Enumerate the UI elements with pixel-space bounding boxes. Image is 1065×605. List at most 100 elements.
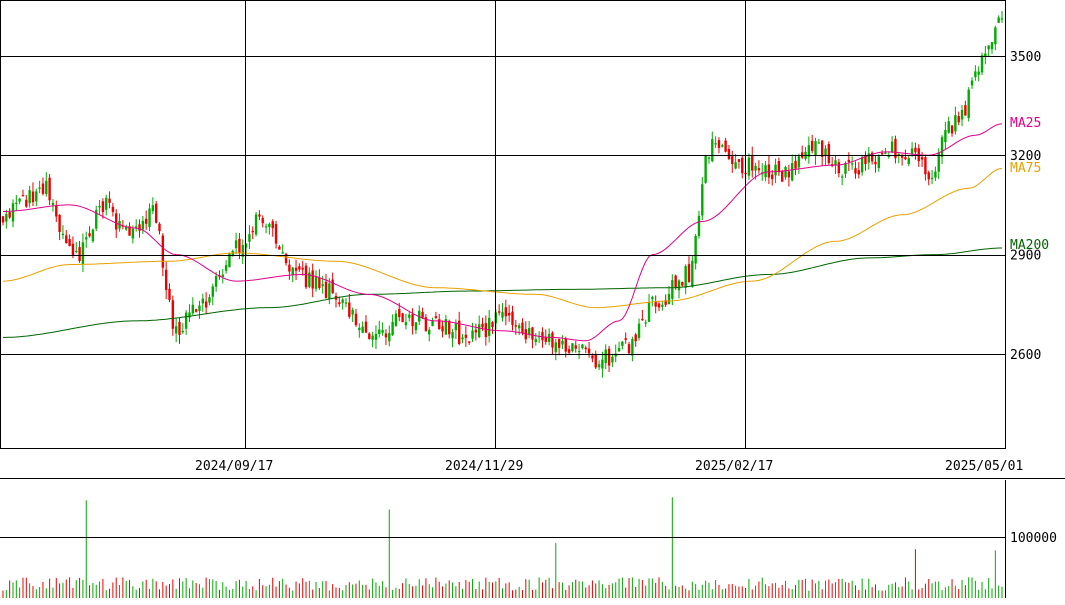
candle-body [954, 115, 957, 132]
candle-body [894, 138, 897, 159]
candle-body [128, 226, 131, 236]
candle-body [221, 274, 224, 277]
candle-body [631, 338, 634, 356]
candle-body [617, 348, 621, 352]
axis-labels: 3500 3200 2900 2600 2024/09/17 2024/11/29 2025… [195, 50, 1057, 546]
ma200-line [3, 247, 1002, 338]
candle-body [840, 176, 844, 178]
candle-body [884, 152, 887, 154]
candle-body [65, 235, 68, 244]
candle-body [388, 333, 391, 342]
candle-body [311, 270, 314, 289]
candle-body [767, 164, 771, 178]
candle-body [234, 240, 238, 249]
candle-body [621, 341, 624, 346]
candle-body [444, 319, 448, 335]
candle-body [897, 153, 900, 156]
candle-body [581, 344, 584, 349]
candle-body [870, 152, 874, 162]
legend-ma75: MA75 [1010, 161, 1041, 176]
candle-body [1, 216, 5, 223]
candle-body [950, 125, 954, 134]
ma75-line [2, 168, 1003, 309]
candle-body [344, 302, 348, 304]
candle-body [904, 157, 907, 160]
candle-body [541, 332, 544, 341]
candle-body [597, 364, 601, 368]
candle-body [741, 157, 744, 174]
candle-body [934, 171, 937, 178]
candle-body [584, 347, 587, 350]
candle-body [111, 206, 115, 212]
candle-body [331, 279, 334, 294]
candle-body [188, 312, 191, 318]
candle-body [944, 129, 947, 143]
candle-body [651, 297, 654, 300]
candle-body [238, 238, 241, 253]
candle-body [624, 338, 627, 340]
candle-body [737, 159, 741, 162]
candle-body [454, 323, 458, 331]
candle-body [534, 339, 537, 342]
candle-body [850, 163, 854, 165]
candle-body [711, 139, 714, 162]
candle-body [487, 317, 491, 336]
candle-body [191, 304, 195, 314]
candle-body [987, 45, 990, 50]
candle-body [231, 251, 234, 257]
candle-body [867, 153, 870, 163]
candle-body [15, 202, 18, 205]
candle-body [551, 332, 554, 348]
candle-body [691, 260, 694, 287]
candle-body [910, 148, 914, 154]
candle-body [274, 224, 278, 244]
candle-body [304, 265, 308, 288]
candle-body [694, 235, 697, 264]
candle-body [401, 313, 404, 322]
ma25-line [3, 123, 1003, 342]
candle-body [654, 301, 657, 307]
candle-body [68, 239, 71, 246]
candle-body [1000, 18, 1004, 20]
candle-body [374, 334, 378, 340]
candle-body [85, 237, 88, 240]
candle-body [561, 340, 564, 345]
candle-body [244, 243, 248, 248]
candle-body [607, 348, 611, 366]
candle-body [45, 180, 48, 195]
candle-body [887, 155, 890, 158]
candle-body [258, 214, 261, 217]
candle-body [947, 121, 950, 133]
volume-bars [2, 497, 1003, 598]
candle-body [877, 156, 880, 168]
candle-body [308, 272, 311, 287]
candle-body [957, 116, 960, 123]
date-tick-label: 2025/05/01 [945, 459, 1023, 474]
candle-body [764, 165, 767, 178]
candle-body [577, 350, 581, 353]
candle-body [907, 158, 910, 164]
candle-body [994, 27, 997, 45]
candle-body [264, 226, 268, 228]
candle-body [794, 160, 797, 169]
candle-body [900, 155, 904, 158]
candle-body [637, 323, 641, 338]
candle-body [471, 330, 474, 339]
candle-body [394, 313, 398, 326]
candle-body [734, 162, 737, 169]
candle-body [194, 309, 198, 312]
candle-body [95, 210, 98, 229]
candle-body [564, 338, 567, 352]
candle-body [667, 294, 671, 305]
candle-body [784, 166, 787, 178]
candle-body [75, 250, 78, 253]
candle-body [677, 280, 681, 291]
candle-body [381, 330, 384, 333]
candle-body [254, 214, 258, 235]
legend-ma200: MA200 [1010, 238, 1049, 253]
candle-body [854, 168, 857, 174]
candle-body [834, 160, 837, 166]
candle-body [371, 335, 374, 340]
candle-body [777, 161, 781, 173]
